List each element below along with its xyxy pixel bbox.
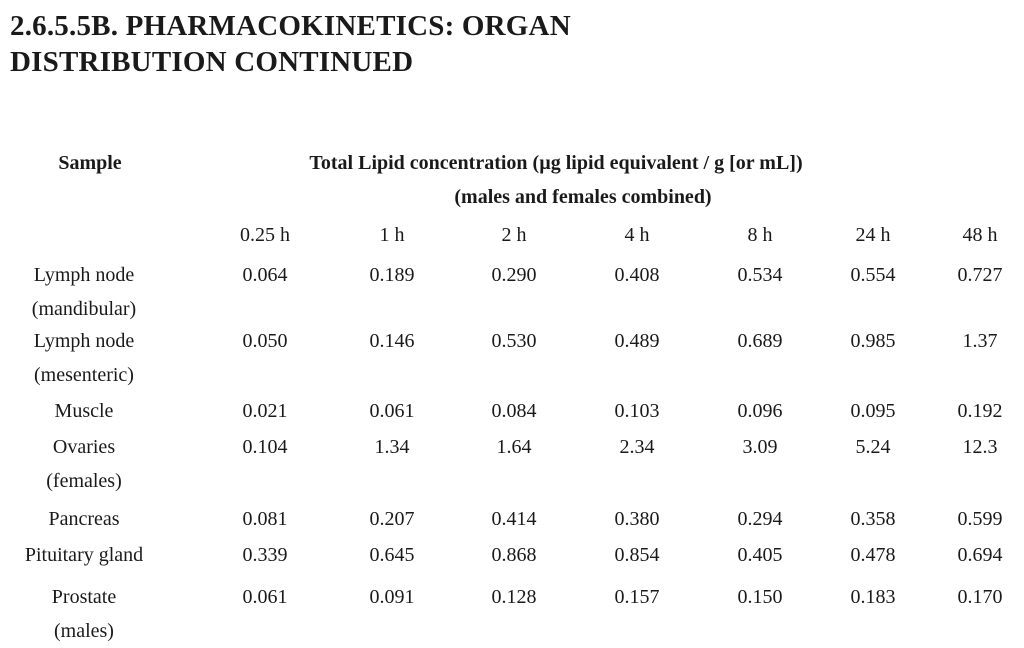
concentration-value: 1.37	[962, 330, 998, 352]
concentration-value: 0.694	[957, 544, 1003, 566]
concentration-value: 0.192	[957, 400, 1003, 422]
sample-name-line: Muscle	[54, 400, 114, 422]
timepoint-header: 24 h	[855, 224, 891, 246]
concentration-value: 0.294	[737, 508, 783, 530]
concentration-value: 0.207	[369, 508, 415, 530]
sample-name: Ovaries (females)	[46, 430, 122, 498]
concentration-value: 0.414	[491, 508, 537, 530]
concentration-value: 0.554	[850, 264, 896, 286]
concentration-value: 12.3	[962, 436, 998, 458]
concentration-value: 0.854	[614, 544, 660, 566]
concentration-value: 0.489	[614, 330, 660, 352]
concentration-value: 0.689	[737, 330, 783, 352]
sample-name: Pancreas	[48, 502, 119, 536]
concentration-value: 0.727	[957, 264, 1003, 286]
sample-column-header: Sample	[58, 152, 122, 174]
timepoint-header: 2 h	[501, 224, 527, 246]
sample-name: Pituitary gland	[25, 538, 143, 572]
concentration-value: 0.534	[737, 264, 783, 286]
concentration-header: Total Lipid concentration (µg lipid equi…	[309, 152, 803, 174]
sample-name-line: Pituitary gland	[24, 544, 144, 566]
concentration-value: 0.064	[242, 264, 288, 286]
concentration-value: 0.645	[369, 544, 415, 566]
sample-name-line: Ovaries	[52, 436, 116, 458]
sample-name-line: (females)	[46, 470, 122, 492]
concentration-value: 0.339	[242, 544, 288, 566]
concentration-value: 0.170	[957, 586, 1003, 608]
concentration-value: 0.096	[737, 400, 783, 422]
sample-name-line: (mandibular)	[31, 298, 137, 320]
concentration-subheader: (males and females combined)	[454, 186, 712, 208]
concentration-value: 0.599	[957, 508, 1003, 530]
timepoint-header: 1 h	[379, 224, 405, 246]
sample-name-line: Lymph node	[33, 264, 135, 286]
sample-name-line: Prostate	[51, 586, 117, 608]
concentration-value: 0.081	[242, 508, 288, 530]
concentration-value: 2.34	[619, 436, 655, 458]
concentration-value: 0.189	[369, 264, 415, 286]
concentration-value: 0.061	[242, 586, 288, 608]
concentration-value: 0.183	[850, 586, 896, 608]
concentration-value: 0.091	[369, 586, 415, 608]
timepoint-header: 4 h	[624, 224, 650, 246]
concentration-value: 0.868	[491, 544, 537, 566]
sample-name: Muscle	[55, 394, 114, 428]
concentration-value: 0.290	[491, 264, 537, 286]
timepoint-header: 8 h	[747, 224, 773, 246]
concentration-value: 1.34	[374, 436, 410, 458]
sample-name-line: (males)	[54, 620, 114, 642]
sample-name: Lymph node (mesenteric)	[34, 324, 135, 392]
concentration-value: 0.150	[737, 586, 783, 608]
concentration-value: 0.157	[614, 586, 660, 608]
concentration-value: 5.24	[855, 436, 891, 458]
concentration-value: 0.104	[242, 436, 288, 458]
timepoint-header: 0.25 h	[240, 224, 290, 246]
sample-name: Prostate (males)	[52, 580, 116, 648]
concentration-value: 0.478	[850, 544, 896, 566]
concentration-value: 0.380	[614, 508, 660, 530]
page-title: 2.6.5.5B. PHARMACOKINETICS: ORGAN DISTRI…	[10, 10, 571, 78]
sample-name-line: Lymph node	[33, 330, 135, 352]
concentration-value: 0.985	[850, 330, 896, 352]
sample-name-line: Pancreas	[48, 508, 120, 530]
concentration-value: 0.084	[491, 400, 537, 422]
concentration-value: 0.021	[242, 400, 288, 422]
concentration-value: 0.408	[614, 264, 660, 286]
concentration-value: 0.095	[850, 400, 896, 422]
timepoint-header: 48 h	[962, 224, 998, 246]
concentration-value: 1.64	[496, 436, 532, 458]
concentration-value: 0.146	[369, 330, 415, 352]
concentration-value: 0.061	[369, 400, 415, 422]
concentration-value: 0.050	[242, 330, 288, 352]
concentration-value: 0.405	[737, 544, 783, 566]
concentration-value: 3.09	[742, 436, 778, 458]
concentration-value: 0.530	[491, 330, 537, 352]
sample-name-line: (mesenteric)	[34, 364, 134, 386]
sample-name: Lymph node (mandibular)	[32, 258, 136, 326]
concentration-value: 0.128	[491, 586, 537, 608]
concentration-value: 0.358	[850, 508, 896, 530]
concentration-value: 0.103	[614, 400, 660, 422]
